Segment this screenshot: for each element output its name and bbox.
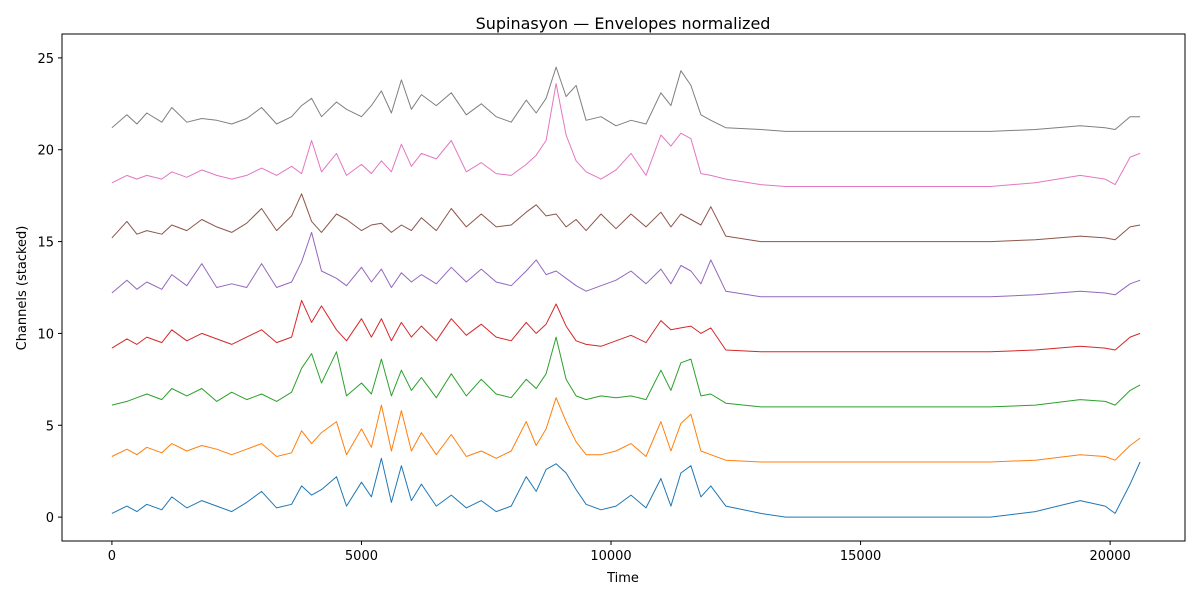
y-axis: 0 5 10 15 20 25 [37,52,62,526]
y-tick-label: 25 [37,52,54,67]
series-line-5 [111,193,1141,243]
x-axis: 0 5000 10000 15000 20000 [108,541,1131,564]
y-tick-label: 20 [37,144,54,159]
series-line-1 [111,397,1141,463]
series-line-2 [111,336,1141,408]
series-line-4 [111,231,1141,298]
x-tick-label: 0 [108,549,116,564]
series-line-6 [111,83,1141,187]
y-axis-label: Channels (stacked) [15,226,30,351]
y-tick-label: 15 [37,236,54,251]
plot-frame [61,33,1186,542]
series-line-7 [111,66,1141,132]
x-tick-label: 15000 [840,549,881,564]
series-line-0 [111,457,1141,518]
chart-title: Supinasyon — Envelopes normalized [476,14,771,33]
y-tick-label: 10 [37,327,54,342]
x-tick-label: 10000 [590,549,631,564]
series-layer [111,66,1141,518]
y-tick-label: 0 [46,511,54,526]
y-tick-label: 5 [46,419,54,434]
x-axis-label: Time [606,571,639,586]
series-line-3 [111,299,1141,353]
x-tick-label: 5000 [345,549,378,564]
x-tick-label: 20000 [1089,549,1130,564]
